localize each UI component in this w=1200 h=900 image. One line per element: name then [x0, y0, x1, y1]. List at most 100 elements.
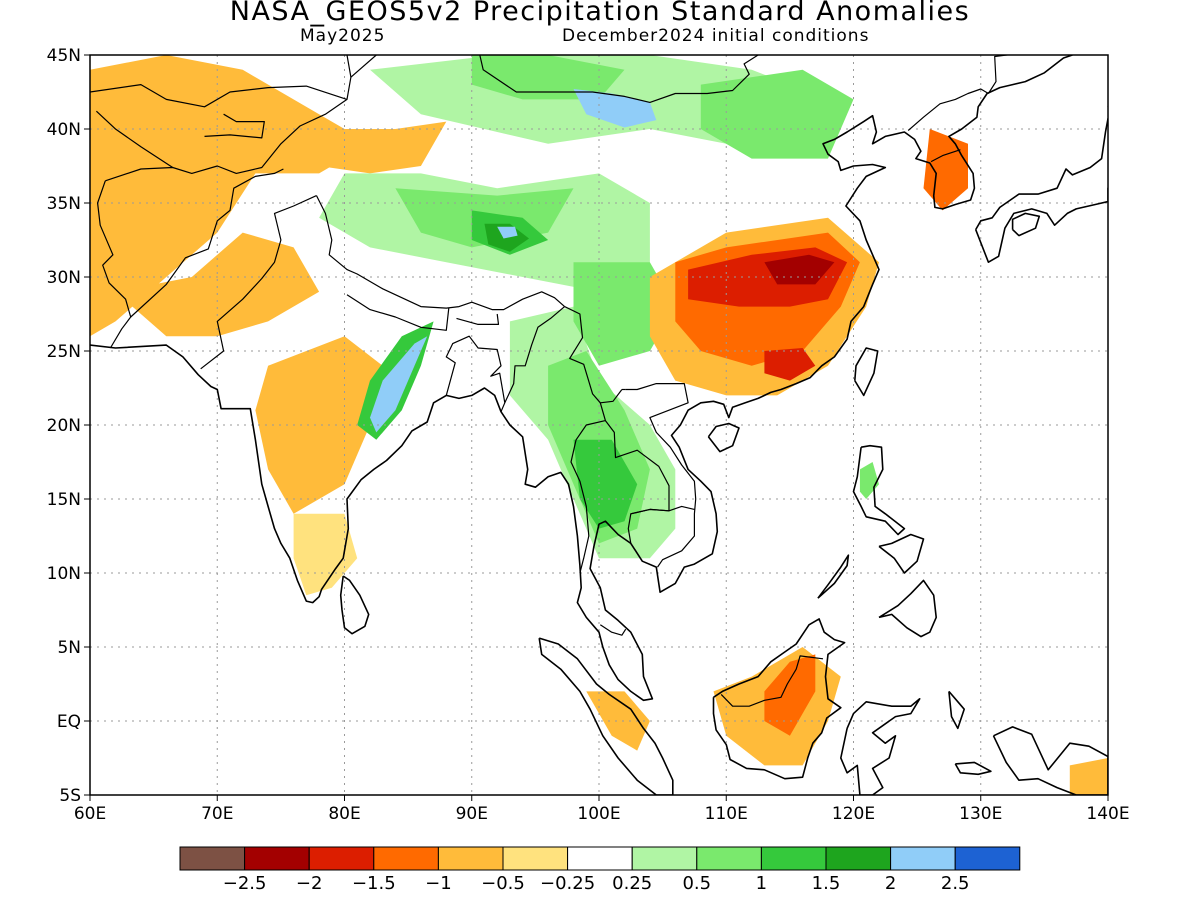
anomaly-region-guangdong-dry	[764, 348, 816, 381]
graticule	[90, 55, 1108, 795]
coastline-sumatra	[538, 637, 674, 795]
colorbar-swatch-2	[308, 846, 375, 871]
coastline-sri-lanka	[339, 575, 370, 635]
coastline-luzon	[852, 444, 906, 536]
anomaly-region-pakistan-dry	[115, 232, 320, 337]
border-nepal-india	[346, 294, 450, 331]
lat-label-35N: 35N	[47, 194, 81, 214]
lon-label-120E: 120E	[832, 804, 875, 824]
colorbar-swatch-1	[244, 846, 310, 871]
lat-label-15N: 15N	[47, 490, 81, 510]
border-china-mongolia	[479, 55, 760, 104]
border-kazakh-south	[90, 83, 348, 108]
lon-label-80E: 80E	[328, 804, 360, 824]
border-iran-pakistan-afghanistan	[96, 180, 132, 349]
lon-label-60E: 60E	[74, 804, 106, 824]
colorbar-swatch-3	[373, 846, 439, 871]
border-bangladesh	[445, 335, 506, 412]
coastline-taiwan	[854, 347, 879, 397]
colorbar-label-4: −0.5	[481, 873, 525, 894]
lat-label-5S: 5S	[59, 786, 81, 806]
border-kazakh-china	[346, 55, 353, 78]
colorbar-label-0: −2.5	[223, 873, 267, 894]
border-cambodia-north	[630, 505, 695, 515]
border-laos-thailand	[604, 420, 670, 544]
colorbar-label-8: 1	[756, 873, 767, 894]
border-layer	[90, 55, 1012, 707]
coastline-shikoku	[1011, 212, 1041, 237]
colorbar-label-3: −1	[425, 873, 452, 894]
coastline-borneo	[712, 618, 846, 780]
anomaly-region-papua-dry	[1069, 758, 1108, 795]
colorbar-label-6: 0.25	[612, 873, 652, 894]
chart-title: NASA_GEOS5v2 Precipitation Standard Anom…	[229, 0, 971, 27]
colorbar-label-5: −0.25	[540, 873, 595, 894]
border-myanmar-china	[564, 306, 623, 404]
coastline-palawan	[817, 554, 850, 599]
colorbar-label-7: 0.5	[682, 873, 711, 894]
coastline-sakhalin	[1131, 33, 1153, 55]
colorbar-label-9: 1.5	[812, 873, 841, 894]
border-bhutan-india	[456, 313, 500, 325]
axis-labels: 60E 70E 80E 90E 100E 110E 120E 130E 140E 45N 40N 35…	[47, 46, 1130, 824]
lon-label-70E: 70E	[201, 804, 233, 824]
lat-label-10N: 10N	[47, 564, 81, 584]
border-turkmen-uzbek	[95, 110, 174, 169]
border-myanmar-thailand-laos	[570, 402, 607, 574]
border-kyrgyz-tajik	[204, 113, 265, 139]
anomaly-region-borneo-dry-core	[764, 654, 816, 736]
lon-label-140E: 140E	[1086, 804, 1129, 824]
coastline-eurasia-mainland	[90, 55, 1073, 702]
lat-label-EQ: EQ	[57, 712, 81, 732]
border-india-myanmar	[504, 306, 565, 404]
initial-conditions: December2024 initial conditions	[562, 26, 870, 46]
border-malaysia-indonesia-borneo	[720, 655, 824, 707]
anomaly-region-tibet-blue-core	[497, 226, 518, 239]
border-thailand-malaysia	[599, 624, 627, 636]
anomaly-region-india-dry	[255, 336, 383, 514]
lat-label-5N: 5N	[57, 638, 81, 658]
coastline-hokkaido	[1107, 104, 1108, 107]
colorbar-swatch-4	[437, 846, 504, 871]
coastline-hainan	[707, 422, 740, 453]
lon-label-90E: 90E	[456, 804, 488, 824]
anomaly-region-indochina-green	[573, 439, 638, 529]
colorbar-swatch-12	[954, 846, 1021, 871]
anomaly-region-luzon-wet	[859, 462, 879, 499]
border-india-china-nepal-bhutan	[315, 195, 565, 311]
coastline-sulawesi	[839, 697, 921, 795]
colorbar-swatch-11	[890, 846, 956, 871]
colorbar-label-11: 2.5	[941, 873, 970, 894]
lat-label-25N: 25N	[47, 342, 81, 362]
colorbar-label-1: −2	[296, 873, 323, 894]
anomaly-fill-layer	[90, 55, 1108, 795]
colorbar-swatch-0	[179, 846, 246, 871]
lat-label-40N: 40N	[47, 120, 81, 140]
forecast-month: May2025	[300, 26, 386, 46]
border-north-south-korea	[930, 149, 961, 163]
coastline-visayas	[878, 533, 925, 574]
anomaly-region-yangtze-dry-core	[764, 254, 835, 285]
colorbar-swatch-5	[502, 846, 569, 871]
colorbar-swatch-10	[825, 846, 892, 871]
lat-label-45N: 45N	[47, 46, 81, 66]
colorbar: −2.5 −2 −1.5 −1 −0.5 −0.25 0.25 0.5 1 1.5 2 2.5	[179, 846, 1021, 894]
border-india-pakistan	[200, 195, 317, 370]
border-afghanistan-pakistan	[130, 168, 284, 318]
lat-label-30N: 30N	[47, 268, 81, 288]
border-china-russia-east	[987, 55, 1012, 94]
anomaly-region-iran-afghanistan-dry	[90, 55, 370, 337]
border-vietnam-laos	[625, 383, 697, 568]
anomaly-region-yunnan-wet	[573, 262, 676, 366]
colorbar-label-2: −1.5	[352, 873, 396, 894]
colorbar-swatch-7	[631, 846, 698, 871]
lon-label-100E: 100E	[577, 804, 620, 824]
colorbar-label-10: 2	[885, 873, 896, 894]
anomaly-region-south-india-dry	[293, 513, 358, 596]
lon-label-110E: 110E	[705, 804, 748, 824]
anomaly-region-bay-bengal-coast-blue	[370, 336, 428, 433]
coastline-layer	[90, 33, 1153, 795]
anomaly-region-mongolia-blue	[573, 89, 657, 128]
coastline-halmahera	[948, 690, 966, 730]
